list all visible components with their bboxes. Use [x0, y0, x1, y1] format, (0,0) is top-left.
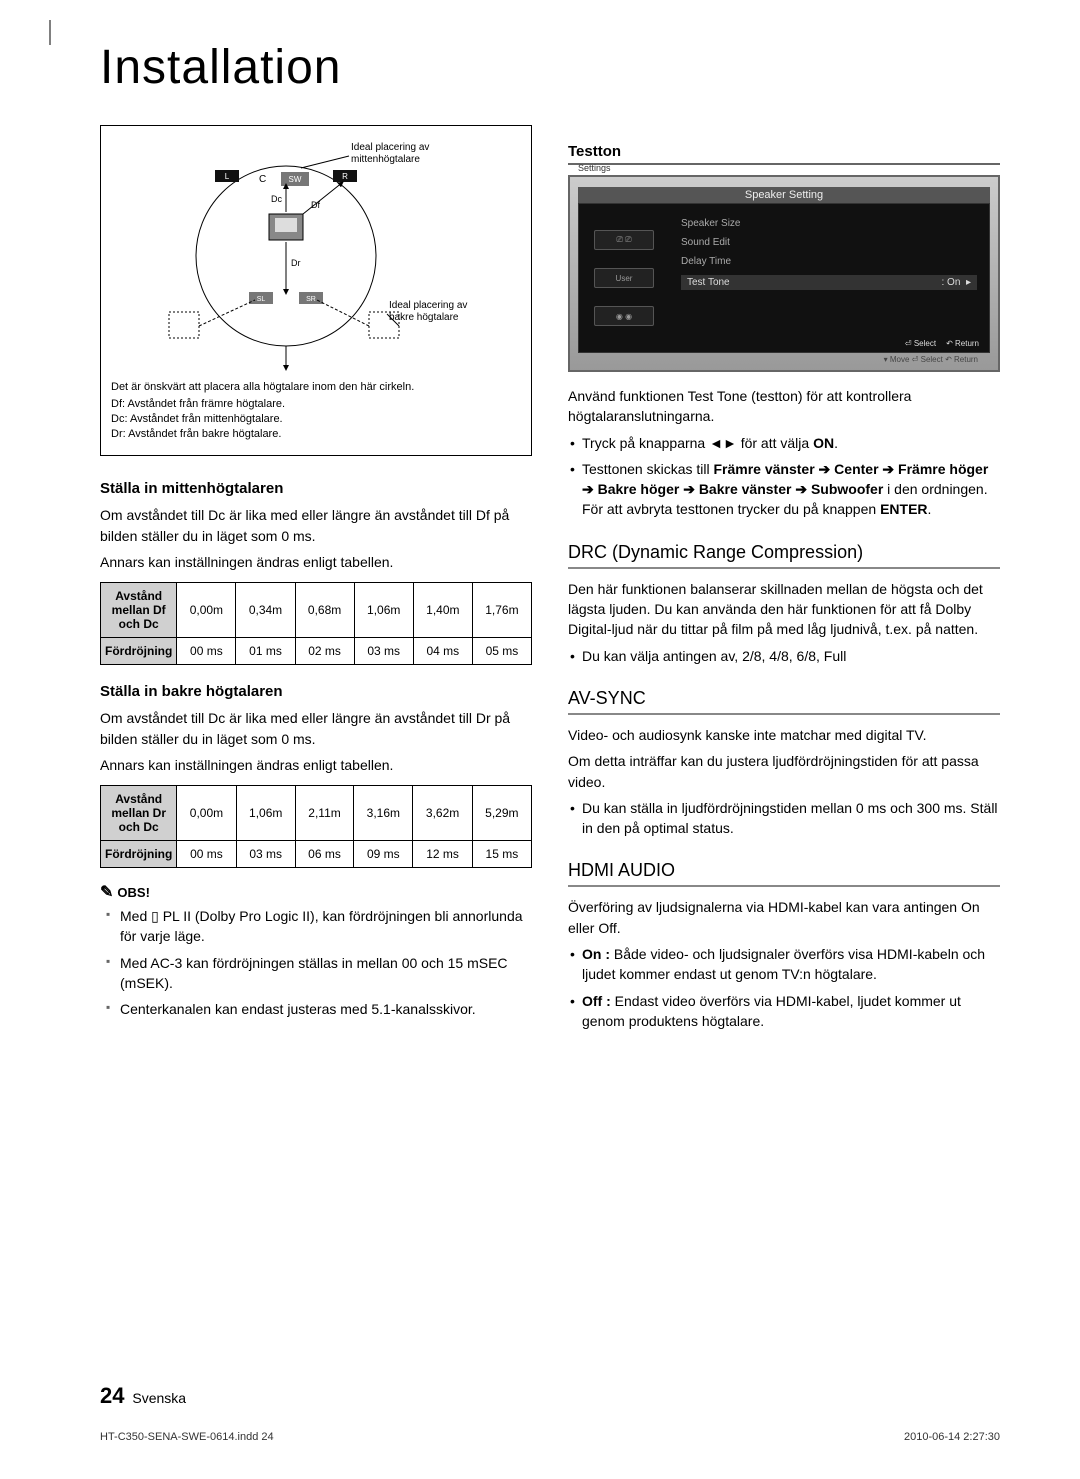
label-Dr: Dr — [291, 258, 301, 268]
svg-text:SL: SL — [257, 296, 266, 303]
page-title: Installation — [100, 40, 1000, 95]
crop-marks — [40, 20, 80, 60]
ui-menu-item: Delay Time — [681, 256, 977, 267]
hdmi-bullet: On : Både video- och ljudsignaler överfö… — [568, 944, 1000, 985]
svg-text:SW: SW — [289, 175, 302, 184]
rear-heading: Ställa in bakre högtalaren — [100, 683, 532, 700]
diagram-caption: Det är önskvärt att placera alla högtala… — [111, 380, 521, 441]
center-heading: Ställa in mittenhögtalaren — [100, 480, 532, 497]
ideal-center-line1: Ideal placering av — [351, 142, 429, 153]
ui-left-icons: ⎚ ⎚ User ◉ ◉ — [579, 204, 669, 352]
ui-shadow-hints: ▾ Move ⏎ Select ↶ Return — [578, 353, 990, 364]
ui-menu-item: Sound Edit — [681, 237, 977, 248]
drc-heading: DRC (Dynamic Range Compression) — [568, 542, 1000, 569]
ideal-center-line2: mittenhögtalare — [351, 154, 420, 165]
ideal-rear-left — [169, 312, 199, 338]
speaker-diagram-box: Ideal placering av mittenhögtalare L R C… — [100, 125, 532, 456]
obs-item: Med ▯ PL II (Dolby Pro Logic II), kan fö… — [100, 906, 532, 947]
hdmi-bullets: On : Både video- och ljudsignaler överfö… — [568, 944, 1000, 1031]
speaker-L: L — [215, 170, 239, 182]
page-footer: 24 Svenska — [100, 1383, 186, 1409]
avsync-heading: AV-SYNC — [568, 688, 1000, 715]
ui-user-label: User — [594, 268, 654, 288]
avsync-bullet: Du kan ställa in ljudfördröjningstiden m… — [568, 798, 1000, 839]
print-metadata: HT-C350-SENA-SWE-0614.indd 24 2010-06-14… — [100, 1431, 1000, 1443]
avsync-bullets: Du kan ställa in ljudfördröjningstiden m… — [568, 798, 1000, 839]
ui-slot-icon: ◉ ◉ — [594, 306, 654, 326]
rear-p1: Om avståndet till Dc är lika med eller l… — [100, 708, 532, 749]
testtone-heading: Testton — [568, 143, 1000, 165]
hdmi-heading: HDMI AUDIO — [568, 860, 1000, 887]
ideal-rear-line2: bakre högtalare — [389, 312, 459, 323]
speaker-SR: SR — [299, 292, 323, 304]
center-p2: Annars kan inställningen ändras enligt t… — [100, 552, 532, 572]
speaker-SW: SW — [281, 172, 309, 186]
label-Df: Df — [311, 200, 320, 210]
hdmi-bullet: Off : Endast video överförs via HDMI-kab… — [568, 991, 1000, 1032]
center-table: Avstånd mellan Df och Dc 0,00m0,34m 0,68… — [100, 582, 532, 665]
ideal-rear-line1: Ideal placering av — [389, 300, 467, 311]
speaker-diagram: Ideal placering av mittenhögtalare L R C… — [151, 136, 481, 376]
ui-settings-label: Settings — [578, 163, 611, 173]
hdmi-p1: Överföring av ljudsignalerna via HDMI-ka… — [568, 897, 1000, 938]
rear-table: Avstånd mellan Dr och Dc 0,00m1,06m 2,11… — [100, 785, 532, 868]
note-icon: ✎ — [100, 882, 113, 902]
ui-screenshot: Settings Speaker Setting ⎚ ⎚ User ◉ ◉ Sp… — [568, 175, 1000, 372]
label-Dc: Dc — [271, 194, 282, 204]
speaker-SL: SL — [249, 292, 273, 304]
drc-p1: Den här funktionen balanserar skillnaden… — [568, 579, 1000, 640]
ui-panel-title: Speaker Setting — [578, 187, 990, 203]
obs-list: Med ▯ PL II (Dolby Pro Logic II), kan fö… — [100, 906, 532, 1019]
drc-bullets: Du kan välja antingen av, 2/8, 4/8, 6/8,… — [568, 646, 1000, 666]
avsync-p2: Om detta inträffar kan du justera ljudfö… — [568, 751, 1000, 792]
drc-bullet: Du kan välja antingen av, 2/8, 4/8, 6/8,… — [568, 646, 1000, 666]
ui-menu-item: Speaker Size — [681, 218, 977, 229]
testtone-bullet: Testtonen skickas till Främre vänster ➔ … — [568, 459, 1000, 520]
testtone-bullets: Tryck på knapparna ◄► för att välja ON. … — [568, 433, 1000, 520]
left-column: Ideal placering av mittenhögtalare L R C… — [100, 125, 532, 1037]
svg-text:SR: SR — [306, 296, 316, 303]
obs-heading: ✎ OBS! — [100, 882, 532, 902]
ui-slot-icon: ⎚ ⎚ — [594, 230, 654, 250]
ui-menu-item-active: Test Tone : On ▸ — [681, 275, 977, 290]
ui-menu-list: Speaker Size Sound Edit Delay Time Test … — [669, 204, 989, 352]
rear-p2: Annars kan inställningen ändras enligt t… — [100, 755, 532, 775]
center-p1: Om avståndet till Dc är lika med eller l… — [100, 505, 532, 546]
svg-text:R: R — [342, 172, 348, 181]
content-columns: Ideal placering av mittenhögtalare L R C… — [100, 125, 1000, 1037]
right-column: Testton Settings Speaker Setting ⎚ ⎚ Use… — [568, 125, 1000, 1037]
obs-item: Centerkanalen kan endast justeras med 5.… — [100, 999, 532, 1019]
avsync-p1: Video- och audiosynk kanske inte matchar… — [568, 725, 1000, 745]
testtone-bullet: Tryck på knapparna ◄► för att välja ON. — [568, 433, 1000, 453]
ui-foot-hints: ⏎ Select ↶ Return — [905, 339, 979, 348]
speaker-R: R — [333, 170, 357, 182]
testtone-p1: Använd funktionen Test Tone (testton) fö… — [568, 386, 1000, 427]
obs-item: Med AC-3 kan fördröjningen ställas in me… — [100, 953, 532, 994]
svg-text:L: L — [225, 172, 230, 181]
label-C: C — [259, 174, 266, 185]
